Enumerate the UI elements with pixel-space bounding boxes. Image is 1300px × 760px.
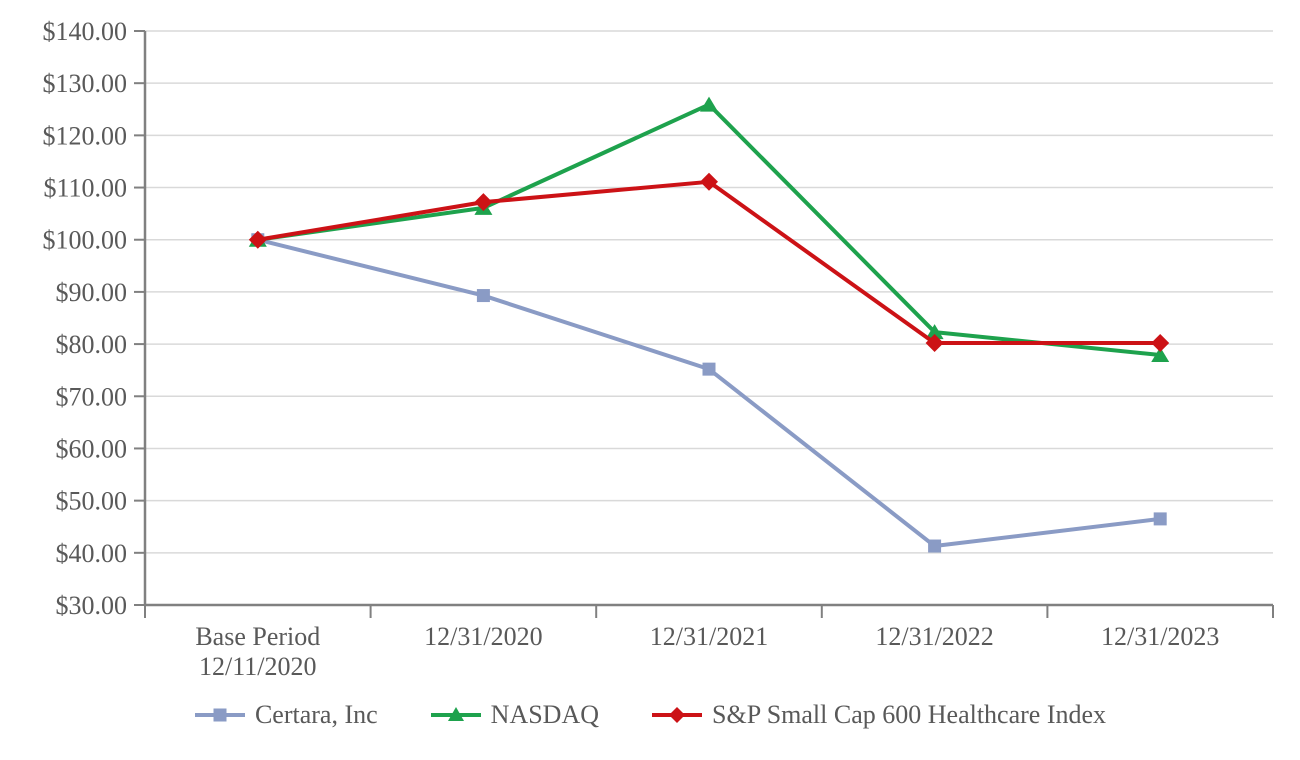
square-marker-icon: [476, 289, 490, 303]
legend-item-sp-smallcap-600-healthcare: S&P Small Cap 600 Healthcare Index: [651, 700, 1106, 730]
diamond-marker-icon: [474, 193, 493, 212]
legend-label-nasdaq: NASDAQ: [490, 700, 600, 729]
diamond-marker-icon: [248, 230, 267, 249]
square-marker-icon: [702, 362, 716, 376]
triangle-marker-icon: [925, 324, 944, 340]
diamond-marker-icon: [925, 334, 944, 353]
y-tick-label: $80.00: [56, 330, 128, 359]
square-marker-icon: [213, 708, 227, 722]
x-category-label: 12/31/2023: [1101, 622, 1219, 651]
series-0: [251, 233, 1167, 553]
series-1: [248, 96, 1170, 363]
square-marker-icon: [928, 539, 942, 553]
triangle-marker-icon: [447, 707, 464, 721]
series-line: [257, 102, 1161, 358]
nasdaq-series-marker-icon: [430, 707, 481, 721]
y-tick-label: $70.00: [56, 382, 128, 411]
y-tick-label: $50.00: [56, 487, 128, 516]
legend-label-sp-smallcap-600-healthcare: S&P Small Cap 600 Healthcare Index: [712, 700, 1107, 729]
y-tick-label: $30.00: [56, 591, 128, 620]
series-2: [248, 172, 1170, 353]
legend-label-certara: Certara, Inc: [254, 700, 378, 729]
legend-item-certara: Certara, Inc: [194, 700, 378, 730]
square-marker-icon: [1153, 512, 1167, 526]
x-category-label: 12/31/2021: [650, 622, 768, 651]
y-tick-label: $130.00: [43, 69, 128, 98]
axes: [134, 30, 1274, 618]
x-category-label: Base Period: [195, 622, 320, 651]
x-category-label: 12/31/2020: [424, 622, 542, 651]
y-tick-label: $40.00: [56, 539, 128, 568]
series-line: [257, 179, 1161, 346]
chart-legend: Certara, Inc NASDAQ S&P Small Cap 600 He…: [0, 700, 1300, 730]
y-tick-label: $110.00: [43, 174, 127, 203]
y-tick-label: $120.00: [43, 121, 128, 150]
triangle-marker-icon: [1151, 347, 1170, 363]
diamond-marker-icon: [669, 707, 686, 723]
y-tick-label: $90.00: [56, 278, 128, 307]
gridlines: [145, 30, 1273, 554]
y-tick-label: $140.00: [43, 17, 128, 46]
legend-item-nasdaq: NASDAQ: [430, 700, 599, 730]
x-category-label: 12/11/2020: [199, 652, 316, 681]
triangle-marker-icon: [700, 96, 718, 112]
axis-labels: $140.00 $130.00 $120.00 $110.00 $100.00 $90.0…: [43, 17, 1220, 681]
y-tick-label: $100.00: [43, 226, 128, 255]
sp-series-marker-icon: [652, 707, 703, 723]
y-tick-label: $60.00: [56, 434, 128, 463]
diamond-marker-icon: [700, 172, 718, 191]
certara-series-marker-icon: [194, 708, 245, 722]
diamond-marker-icon: [1151, 334, 1170, 353]
x-category-label: 12/31/2022: [875, 622, 993, 651]
